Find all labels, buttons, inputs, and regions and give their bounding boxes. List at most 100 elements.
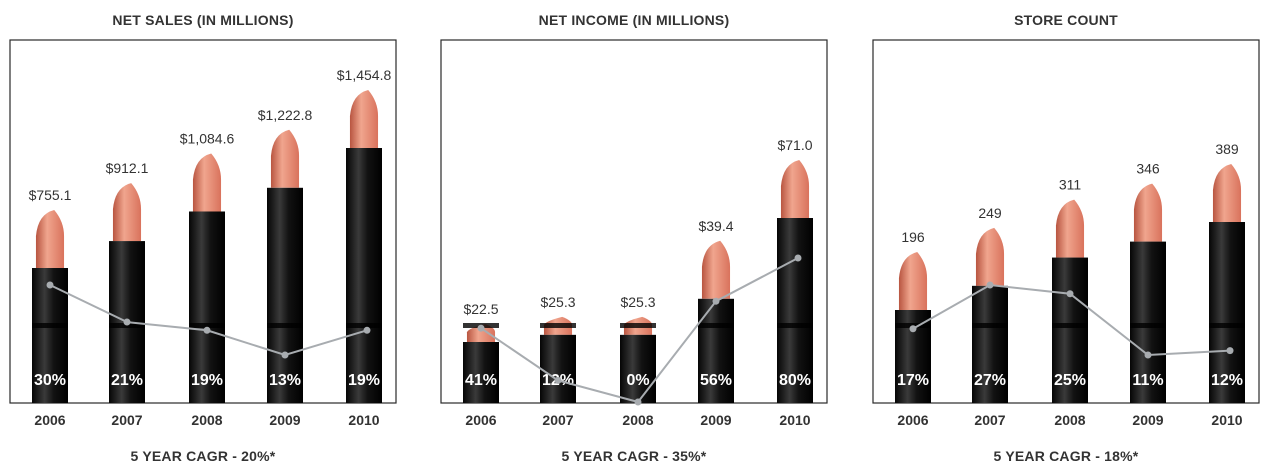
lipstick-tube — [346, 148, 382, 403]
growth-point — [712, 297, 720, 305]
lipstick-tip — [898, 252, 928, 310]
lipstick-tip — [112, 183, 142, 242]
lipstick-bar — [32, 210, 68, 403]
year-label: 2009 — [1132, 412, 1163, 428]
growth-point — [1144, 351, 1152, 359]
store-count-cagr: 5 YEAR CAGR - 18%* — [993, 448, 1139, 464]
growth-label: 19% — [191, 372, 223, 389]
year-label: 2006 — [897, 412, 928, 428]
growth-label: 41% — [465, 372, 497, 389]
lipstick-tip — [1212, 164, 1242, 222]
growth-point — [477, 324, 485, 332]
lipstick-bar — [109, 183, 145, 403]
lipstick-bar — [777, 160, 813, 403]
growth-point — [46, 281, 54, 289]
value-label: $912.1 — [106, 160, 149, 176]
net-sales-cagr: 5 YEAR CAGR - 20%* — [130, 448, 276, 464]
lipstick-bar — [346, 90, 382, 403]
lipstick-tip — [192, 153, 222, 212]
growth-label: 25% — [1054, 372, 1086, 389]
growth-point — [986, 281, 994, 289]
year-label: 2010 — [348, 412, 379, 428]
lipstick-tip — [1133, 183, 1163, 242]
value-label: $1,454.8 — [337, 67, 392, 83]
tube-band — [972, 323, 1008, 328]
tube-band — [1209, 323, 1245, 328]
year-label: 2009 — [269, 412, 300, 428]
growth-label: 80% — [779, 372, 811, 389]
lipstick-tip — [780, 160, 810, 218]
lipstick-tip — [270, 129, 300, 188]
lipstick-tube — [620, 334, 656, 403]
net-income-chart: $22.541%2006$25.312%2007$25.30%2008$39.4… — [440, 39, 828, 428]
year-label: 2010 — [779, 412, 810, 428]
value-label: $22.5 — [463, 301, 498, 317]
growth-label: 11% — [1132, 372, 1163, 389]
year-label: 2008 — [1054, 412, 1085, 428]
tube-band — [1130, 323, 1166, 328]
lipstick-tube — [1130, 241, 1166, 403]
tube-band — [346, 323, 382, 328]
lipstick-tip — [35, 210, 65, 268]
growth-point — [203, 326, 211, 334]
lipstick-tip — [466, 324, 496, 342]
lipstick-tip — [975, 227, 1005, 286]
net-sales-chart: $755.1 30% 2006 $912.1 21% 2007 $1,084.6 19% 200… — [9, 39, 397, 428]
lipstick-tube — [972, 285, 1008, 403]
growth-point — [1066, 290, 1074, 298]
lipstick-tube — [777, 218, 813, 403]
growth-point — [634, 398, 642, 406]
growth-label: 27% — [974, 372, 1006, 389]
lipstick-bar — [1130, 183, 1166, 403]
lipstick-bar — [463, 323, 499, 403]
growth-point — [123, 318, 131, 326]
lipstick-tube — [540, 334, 576, 403]
tube-band — [777, 323, 813, 328]
growth-label: 17% — [897, 372, 929, 389]
lipstick-bar — [1209, 164, 1245, 403]
value-label: $1,222.8 — [258, 107, 313, 123]
year-label: 2006 — [465, 412, 496, 428]
year-label: 2010 — [1211, 412, 1242, 428]
year-label: 2006 — [34, 412, 65, 428]
year-label: 2007 — [111, 412, 142, 428]
value-label: $1,084.6 — [180, 130, 235, 146]
tube-band — [698, 323, 734, 328]
lipstick-tip — [349, 90, 379, 148]
lipstick-tube — [267, 187, 303, 403]
year-label: 2007 — [542, 412, 573, 428]
store-count-panel: STORE COUNT 196 17% 2006 249 27% 2007 311 25% 20… — [870, 0, 1262, 465]
tube-band — [32, 323, 68, 328]
lipstick-bar — [620, 316, 656, 403]
lipstick-tube — [189, 211, 225, 403]
growth-point — [363, 326, 371, 334]
tube-band — [540, 323, 576, 328]
year-label: 2008 — [191, 412, 222, 428]
tube-band — [620, 323, 656, 328]
net-income-panel: NET INCOME (IN MILLIONS) $22.5 41% 2006 $25… — [438, 0, 830, 465]
growth-label: 19% — [348, 372, 380, 389]
growth-point — [554, 376, 562, 384]
lipstick-tube — [463, 342, 499, 403]
year-label: 2008 — [622, 412, 653, 428]
lipstick-tube — [1052, 257, 1088, 403]
value-label: $71.0 — [777, 137, 812, 153]
growth-point — [909, 325, 917, 333]
value-label: $25.3 — [620, 294, 655, 310]
value-label: 389 — [1215, 141, 1239, 157]
year-label: 2007 — [974, 412, 1005, 428]
tube-band — [267, 323, 303, 328]
value-label: 196 — [901, 229, 925, 245]
tube-band — [1052, 323, 1088, 328]
value-label: $39.4 — [698, 218, 733, 234]
lipstick-bar — [972, 227, 1008, 403]
lipstick-tube — [1209, 222, 1245, 403]
growth-point — [281, 351, 289, 359]
net-income-cagr: 5 YEAR CAGR - 35%* — [561, 448, 707, 464]
store-count-chart: 196 17% 2006 249 27% 2007 311 25% 2008 346 11% 2009… — [872, 39, 1260, 428]
growth-point — [794, 254, 802, 262]
lipstick-bar — [267, 129, 303, 403]
value-label: $25.3 — [540, 294, 575, 310]
net-sales-panel: NET SALES (IN MILLIONS) $755.1 30% 2006 $91… — [7, 0, 399, 465]
store-count-title: STORE COUNT — [1014, 12, 1118, 28]
